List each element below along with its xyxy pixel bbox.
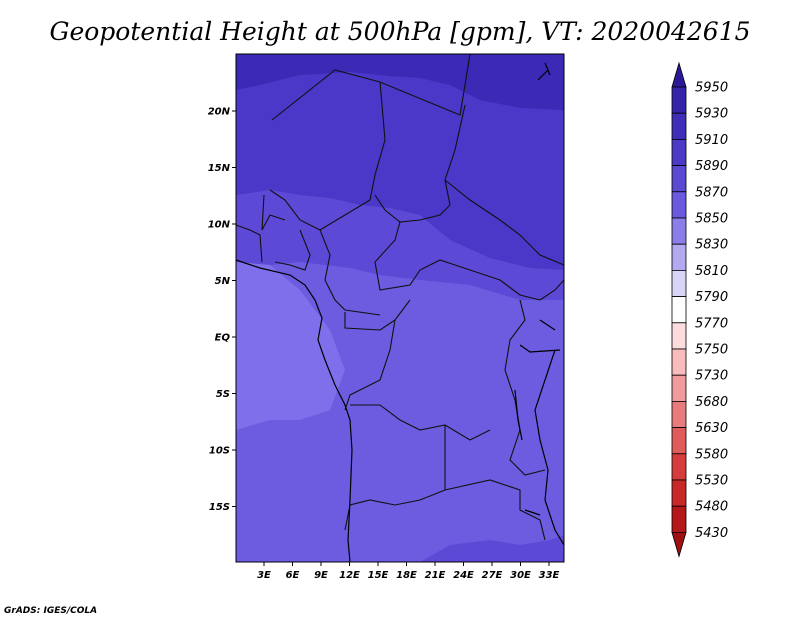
lat-label: 10N [208,220,231,231]
lon-tick-2: 9E [314,562,328,581]
colorbar-segment [671,374,687,402]
lon-tick-0: 3E [257,562,271,581]
colorbar-label: 5910 [695,133,728,148]
lon-label: 27E [482,570,503,581]
lon-label: 30E [510,570,531,581]
coastlines [235,62,565,563]
lon-tick-10: 33E [539,562,560,581]
country-borders [235,53,565,541]
colorbar-segment [671,112,687,140]
lon-label: 18E [396,570,417,581]
lon-label: 6E [286,570,300,581]
colorbar-label: 5630 [695,421,728,436]
colorbar-label: 5810 [695,264,728,279]
colorbar-label: 5680 [695,395,728,410]
colorbar-label: 5730 [695,369,728,384]
colorbar-segment [671,296,687,324]
lon-label: 9E [314,570,328,581]
colorbar-label: 5930 [695,107,728,122]
colorbar-label: 5870 [695,185,728,200]
lon-tick-3: 12E [339,562,360,581]
lat-label: 5N [215,276,231,287]
colorbar-segment [671,348,687,376]
lat-label: 15S [209,502,230,513]
colorbar-segment [671,453,687,481]
colorbar-label: 5850 [695,212,728,227]
map-panel: 3E 6E 9E 12E 15E 18E 21E 24E 27E 30E 33E 20N 15N 10N… [208,53,565,581]
colorbar: 5950 5930 5910 5890 5870 5850 5830 5810 5790 5770… [671,61,728,558]
colorbar-segment [671,243,687,271]
colorbar-label: 5430 [695,526,728,541]
field-5870-5890-south [420,535,564,562]
colorbar-segment [671,479,687,507]
colorbar-segment [671,400,687,428]
lat-tick-7: 15S [209,502,236,513]
map-frame [235,53,565,563]
lon-label: 33E [539,570,560,581]
lat-tick-5: 5S [216,389,236,400]
colorbar-segment [671,217,687,245]
field-5890-5910 [236,54,564,270]
colorbar-segment [671,505,687,533]
lat-tick-2: 10N [208,220,236,231]
credit-label: GrADS: IGES/COLA [4,606,97,616]
lon-label: 3E [257,570,271,581]
colorbar-label: 5770 [695,316,728,331]
colorbar-label: 5890 [695,159,728,174]
latitude-axis: 20N 15N 10N 5N EQ 5S 10S 15S [208,107,236,513]
lon-label: 12E [339,570,360,581]
colorbar-label: 5750 [695,343,728,358]
lon-tick-6: 21E [425,562,446,581]
colorbar-top-arrow [671,61,687,88]
lat-label: 5S [216,389,230,400]
longitude-axis: 3E 6E 9E 12E 15E 18E 21E 24E 27E 30E 33E [257,562,560,581]
lat-tick-3: 5N [215,276,236,287]
colorbar-label: 5580 [695,447,728,462]
lat-label: 20N [208,107,231,118]
lon-label: 21E [425,570,446,581]
field-5910-5930 [236,54,564,110]
colorbar-label: 5480 [695,500,728,515]
field-5830-5850 [236,262,345,430]
page-title: Geopotential Height at 500hPa [gpm], VT:… [49,17,750,46]
lon-tick-5: 18E [396,562,417,581]
lat-tick-0: 20N [208,107,236,118]
colorbar-label: 5950 [695,81,728,96]
colorbar-segment [671,191,687,219]
colorbar-label: 5790 [695,290,728,305]
lat-tick-1: 15N [208,163,236,174]
lon-tick-1: 6E [286,562,300,581]
lat-label: 15N [208,163,231,174]
lon-label: 24E [453,570,474,581]
lon-tick-7: 24E [453,562,474,581]
colorbar-segment [671,86,687,114]
lon-label: 15E [368,570,389,581]
colorbar-bottom-arrow [671,532,687,558]
lat-tick-4: EQ [215,333,236,344]
lon-tick-8: 27E [482,562,503,581]
lat-tick-6: 10S [209,446,236,457]
colorbar-segment [671,138,687,166]
colorbar-segment [671,427,687,455]
lon-tick-4: 15E [368,562,389,581]
colorbar-label: 5830 [695,238,728,253]
lon-tick-9: 30E [510,562,531,581]
colorbar-segment [671,269,687,297]
colorbar-segment [671,322,687,350]
colorbar-label: 5530 [695,474,728,489]
lat-label: 10S [209,446,230,457]
colorbar-segment [671,165,687,193]
lat-label: EQ [215,333,231,344]
